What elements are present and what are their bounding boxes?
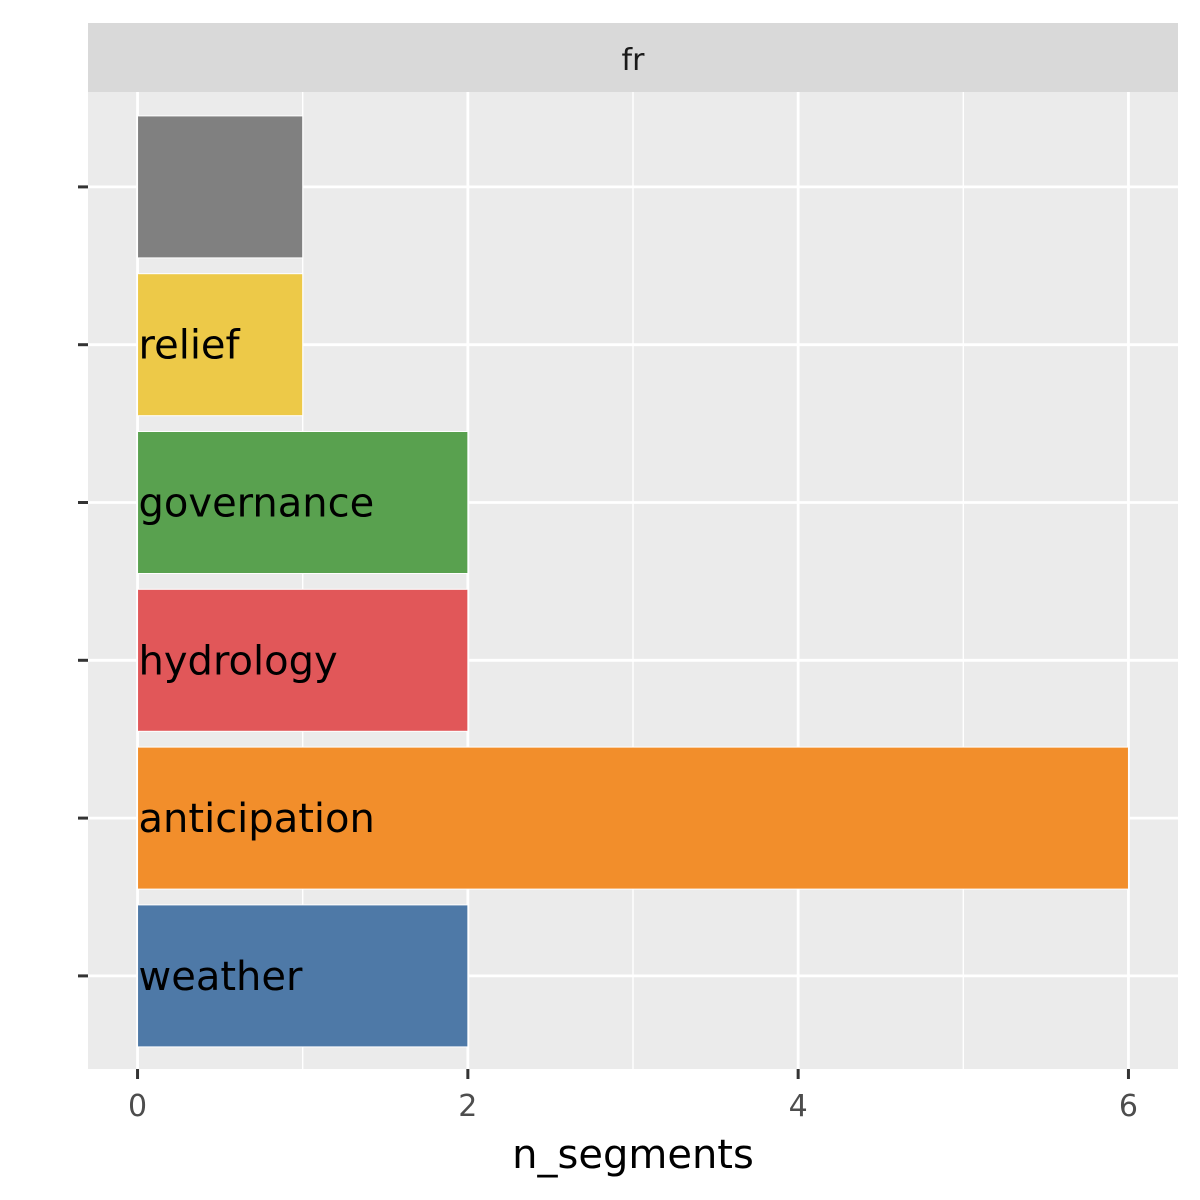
facet-strip-label: fr bbox=[622, 43, 646, 78]
bar-label: weather bbox=[139, 954, 303, 1000]
x-axis-ticks: 0 2 4 6 bbox=[128, 1069, 1138, 1124]
bar-label: anticipation bbox=[139, 796, 375, 842]
x-axis-title: n_segments bbox=[512, 1132, 754, 1178]
bar bbox=[137, 115, 304, 259]
x-tick-label: 4 bbox=[789, 1089, 808, 1124]
bar-label: governance bbox=[139, 481, 375, 527]
x-tick-label: 0 bbox=[128, 1089, 147, 1124]
bar bbox=[137, 904, 469, 1048]
bar bbox=[137, 431, 469, 574]
bar-labels: weather anticipation hydrology governance re… bbox=[139, 323, 375, 1000]
x-tick-label: 2 bbox=[458, 1089, 477, 1124]
bar-label: hydrology bbox=[139, 638, 338, 684]
y-axis-ticks bbox=[78, 185, 88, 978]
bar bbox=[137, 746, 1129, 890]
bar bbox=[137, 273, 304, 417]
bars bbox=[137, 115, 1129, 1048]
bar-label: relief bbox=[139, 323, 241, 369]
x-tick-label: 6 bbox=[1119, 1089, 1138, 1124]
facet-strip bbox=[88, 23, 1178, 92]
bar bbox=[137, 588, 469, 732]
